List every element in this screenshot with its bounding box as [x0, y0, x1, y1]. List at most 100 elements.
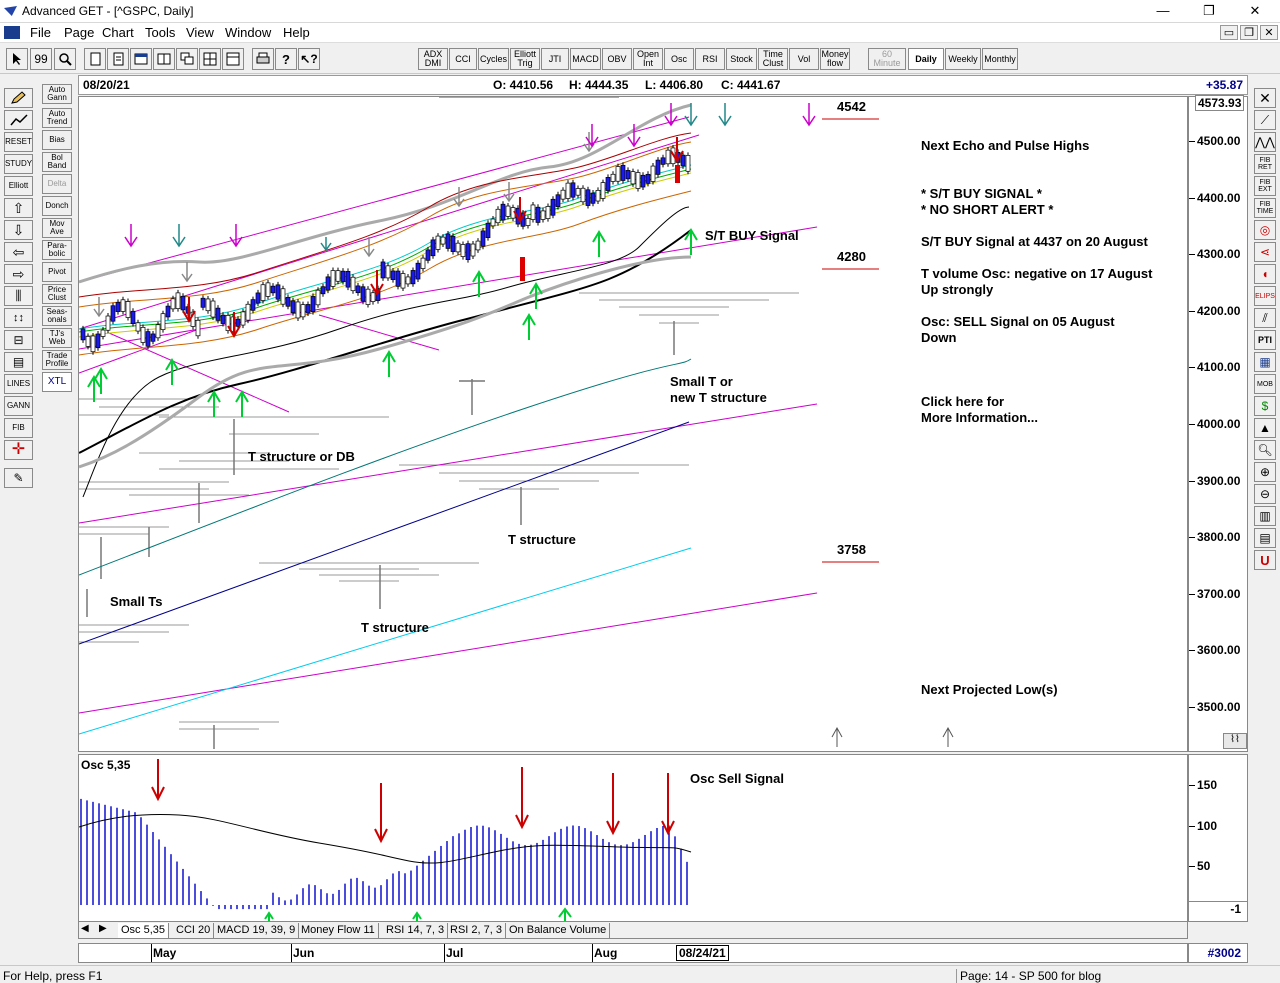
dollar-tool-icon[interactable]: $	[1254, 396, 1276, 416]
tool-fib-ret[interactable]: FIB RET	[1254, 154, 1276, 174]
tab-scroll-left-icon[interactable]: ◀	[81, 923, 89, 934]
tool-seasonals[interactable]: Seas-onals	[42, 306, 72, 326]
arc-tool-icon[interactable]: ◖	[1254, 264, 1276, 284]
tool-fib[interactable]: FIB	[4, 418, 33, 438]
tool-reset[interactable]: RESET	[4, 132, 33, 152]
cursor-tool-button[interactable]	[6, 48, 28, 70]
tb-elliott-trig[interactable]: Elliott Trig	[510, 48, 540, 70]
tb-rsi[interactable]: RSI	[695, 48, 725, 70]
tool-price-clust[interactable]: Price Clust	[42, 284, 72, 304]
tab-osc[interactable]: Osc 5,35	[118, 923, 170, 938]
tb-cci[interactable]: CCI	[449, 48, 477, 70]
tool-elips[interactable]: ELIPS	[1254, 286, 1276, 306]
tool-auto-trend[interactable]: Auto Trend	[42, 108, 72, 128]
tab-money-flow[interactable]: Money Flow 11	[298, 923, 379, 938]
zoom-out-tool-icon[interactable]: ⊖	[1254, 484, 1276, 504]
tool-trend-lines[interactable]	[4, 110, 33, 130]
tab-cci[interactable]: CCI 20	[173, 923, 215, 938]
table-tool-icon[interactable]: ▤	[4, 352, 33, 372]
open-button[interactable]	[107, 48, 129, 70]
grid-button[interactable]	[199, 48, 221, 70]
context-help-button[interactable]: ↖?	[298, 48, 320, 70]
sawtooth-tool-icon[interactable]: ⋀⋀	[1254, 132, 1276, 152]
mdi-restore-button[interactable]: ❐	[1240, 25, 1258, 40]
tab-rsi-14[interactable]: RSI 14, 7, 3	[383, 923, 449, 938]
cycles-tool-icon[interactable]: ↕↕	[4, 308, 33, 328]
menu-file[interactable]: File	[30, 25, 51, 40]
tab-macd[interactable]: MACD 19, 39, 9	[214, 923, 300, 938]
tb-open-int[interactable]: Open Int	[633, 48, 663, 70]
tool-tjs-web[interactable]: TJ's Web	[42, 328, 72, 348]
tool-donch[interactable]: Donch	[42, 196, 72, 216]
tb-obv[interactable]: OBV	[602, 48, 632, 70]
tool-bol-band[interactable]: Bol Band	[42, 152, 72, 172]
mdi-close-button[interactable]: ✕	[1260, 25, 1278, 40]
chart-window-button[interactable]	[130, 48, 152, 70]
tab-rsi-2[interactable]: RSI 2, 7, 3	[447, 923, 506, 938]
arrow-down-icon[interactable]: ⇩	[4, 220, 33, 240]
tb-monthly[interactable]: Monthly	[982, 48, 1018, 70]
tb-60-minute[interactable]: 60 Minute	[868, 48, 906, 70]
tb-cycles[interactable]: Cycles	[478, 48, 509, 70]
new-page-button[interactable]	[84, 48, 106, 70]
tool-pencil[interactable]	[4, 88, 33, 108]
oscillator-chart[interactable]: Osc 5,35 Osc Sell Signal	[78, 754, 1188, 923]
tool-pivot[interactable]: Pivot	[42, 262, 72, 282]
zoom-in-tool-icon[interactable]: ⊕	[1254, 462, 1276, 482]
bars-tool-icon[interactable]: ⫼	[4, 286, 33, 306]
menu-window[interactable]: Window	[225, 25, 272, 40]
horizontal-tool-icon[interactable]: ▤	[1254, 528, 1276, 548]
document-icon[interactable]	[4, 26, 20, 39]
tb-time-clust[interactable]: Time Clust	[758, 48, 788, 70]
fan-tool-icon[interactable]: ⋖	[1254, 242, 1276, 262]
tool-lines[interactable]: LINES	[4, 374, 33, 394]
close-button[interactable]: ✕	[1249, 3, 1261, 18]
tb-daily[interactable]: Daily	[908, 48, 944, 70]
tool-xtl[interactable]: XTL	[42, 372, 72, 392]
price-chart[interactable]: 4542 4280 3758 S/T BUY Signal Small T or…	[78, 96, 1188, 752]
tb-money-flow[interactable]: Money flow	[820, 48, 850, 70]
print-button[interactable]	[252, 48, 274, 70]
tool-mob[interactable]: MOB	[1254, 374, 1276, 394]
tb-jti[interactable]: JTI	[541, 48, 569, 70]
channel-tool-icon[interactable]: ⫽	[1254, 308, 1276, 328]
arrow-tool-icon[interactable]: ▲	[1254, 418, 1276, 438]
menu-chart[interactable]: Chart	[102, 25, 134, 40]
arrow-left-icon[interactable]: ⇦	[4, 242, 33, 262]
tb-vol[interactable]: Vol	[789, 48, 819, 70]
menu-tools[interactable]: Tools	[145, 25, 176, 40]
range-tool-icon[interactable]: ⊟	[4, 330, 33, 350]
tool-mov-ave[interactable]: Mov Ave	[42, 218, 72, 238]
zoom-tool-icon[interactable]: 🔍︎	[1254, 440, 1276, 460]
tb-weekly[interactable]: Weekly	[945, 48, 981, 70]
menu-help[interactable]: Help	[283, 25, 310, 40]
help-button[interactable]: ?	[275, 48, 297, 70]
notes-tool-icon[interactable]: ✎	[4, 468, 33, 488]
maximize-button[interactable]: ❐	[1203, 3, 1215, 18]
grid-tool-icon[interactable]: ▦	[1254, 352, 1276, 372]
tool-auto-gann[interactable]: Auto Gann	[42, 84, 72, 104]
tool-study[interactable]: STUDY	[4, 154, 33, 174]
quote-button[interactable]: 99	[30, 48, 52, 70]
cascade-button[interactable]	[176, 48, 198, 70]
tool-fib-ext[interactable]: FIB EXT	[1254, 176, 1276, 196]
spiral-tool-icon[interactable]: ◎	[1254, 220, 1276, 240]
delete-tool-icon[interactable]: ✕	[1254, 88, 1276, 108]
vertical-tool-icon[interactable]: ▥	[1254, 506, 1276, 526]
info-click-1[interactable]: Click here for	[921, 394, 1005, 409]
zoom-button[interactable]	[54, 48, 76, 70]
tool-elliott[interactable]: Elliott	[4, 176, 33, 196]
info-click-2[interactable]: More Information...	[921, 410, 1038, 425]
tool-gann[interactable]: GANN	[4, 396, 33, 416]
tb-stock[interactable]: Stock	[726, 48, 757, 70]
minimize-button[interactable]: —	[1156, 3, 1170, 18]
tab-obv[interactable]: On Balance Volume	[506, 923, 611, 938]
gann-box-icon[interactable]: ⌇⌇	[1223, 733, 1247, 749]
tool-bias[interactable]: Bias	[42, 130, 72, 150]
menu-page[interactable]: Page	[64, 25, 95, 40]
layout-button[interactable]	[222, 48, 244, 70]
menu-view[interactable]: View	[186, 25, 214, 40]
tab-scroll-right-icon[interactable]: ▶	[99, 923, 107, 934]
arrow-up-icon[interactable]: ⇧	[4, 198, 33, 218]
arrow-right-icon[interactable]: ⇨	[4, 264, 33, 284]
